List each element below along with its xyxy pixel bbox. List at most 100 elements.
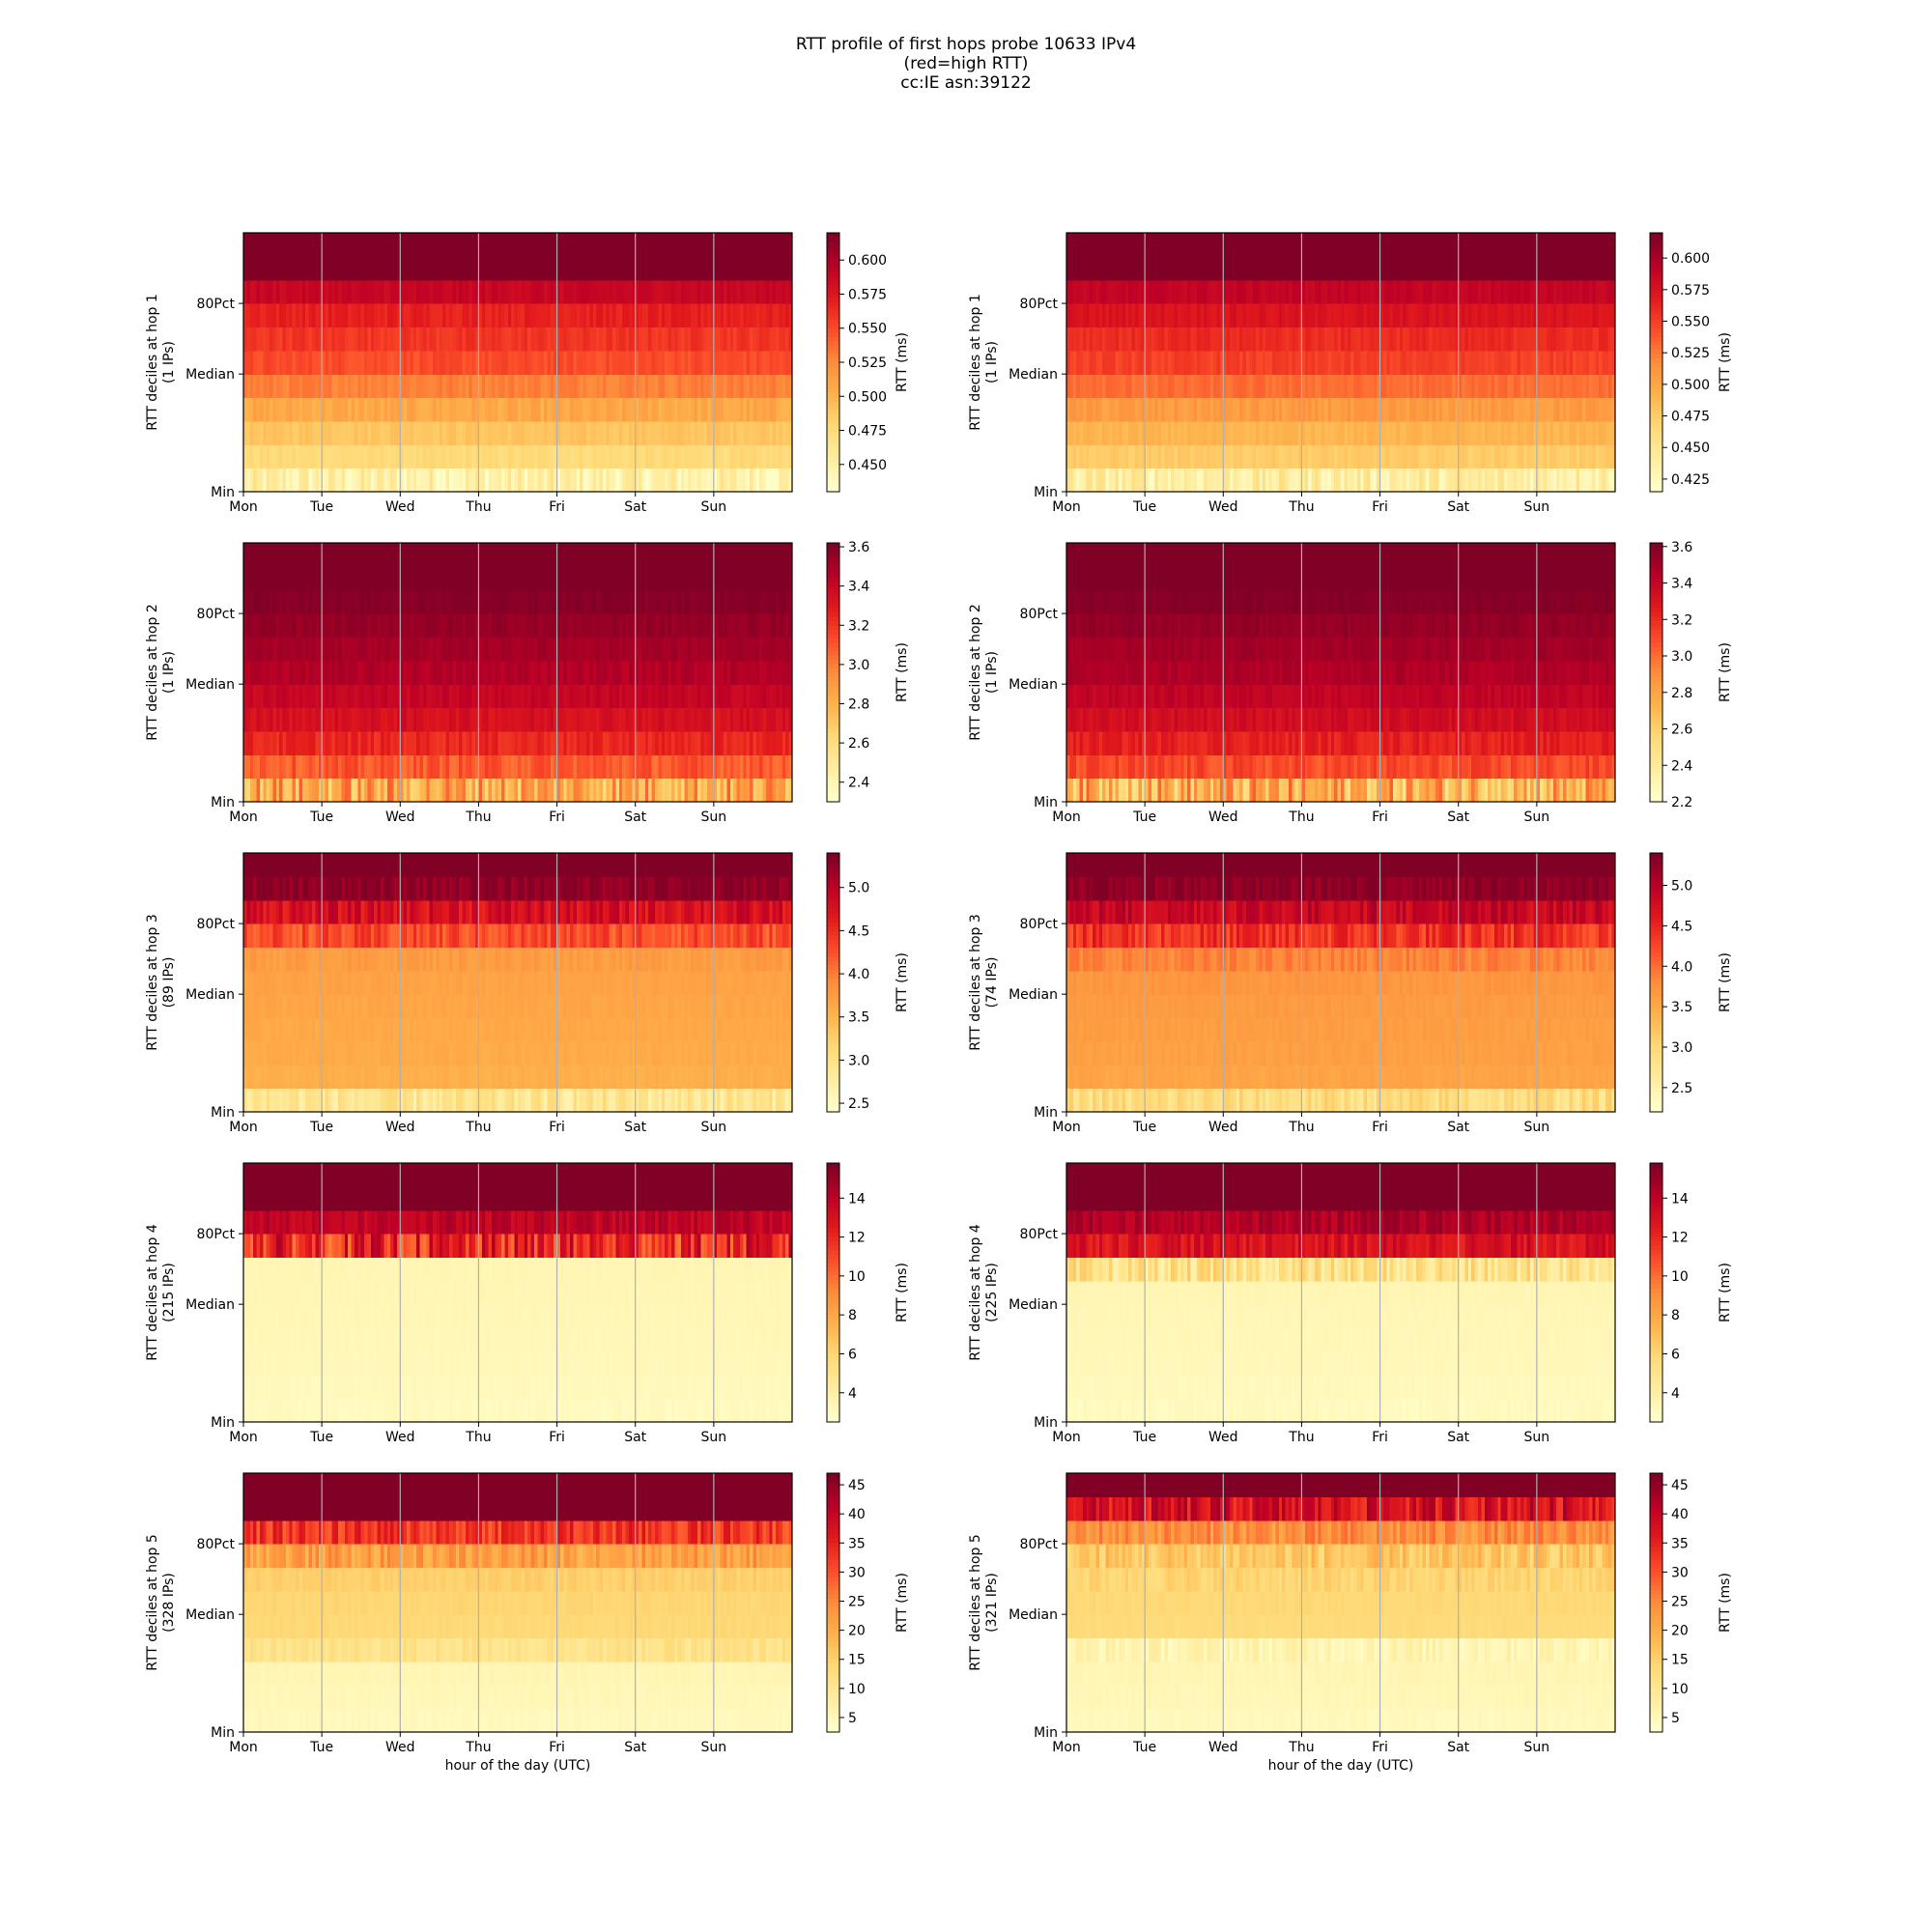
heatmap-cell [681, 420, 686, 445]
heatmap-cell [263, 420, 268, 445]
heatmap-cell [573, 397, 578, 422]
heatmap-cell [275, 468, 280, 493]
heatmap-cell [1115, 327, 1120, 352]
heatmap-cell [279, 374, 284, 399]
heatmap-cell [292, 778, 297, 803]
heatmap-cell [298, 350, 303, 375]
heatmap-cell [703, 444, 708, 469]
heatmap-cell [772, 374, 777, 399]
heatmap-cell [550, 420, 554, 445]
heatmap-cell [524, 444, 528, 469]
heatmap-cell [497, 707, 502, 732]
heatmap-cell [465, 684, 469, 709]
heatmap-cell [452, 397, 457, 422]
heatmap-cell [462, 444, 467, 469]
heatmap-cell [665, 444, 669, 469]
heatmap-cell [256, 350, 261, 375]
heatmap-cell [315, 420, 320, 445]
colorbar-segment [1650, 258, 1662, 264]
x-tick-label: Fri [1372, 499, 1388, 515]
heatmap-cell [407, 374, 412, 399]
heatmap-cell [559, 350, 564, 375]
heatmap-cell [282, 444, 287, 469]
colorbar-tick-label: 0.425 [1671, 472, 1710, 488]
heatmap-cell [1526, 327, 1531, 352]
heatmap-cell [533, 707, 538, 732]
heatmap-cell [344, 350, 349, 375]
colorbar-segment [1650, 448, 1662, 454]
heatmap-cell [416, 444, 421, 469]
heatmap-cell [442, 468, 447, 493]
heatmap-cell [710, 444, 715, 469]
heatmap-cell [726, 444, 731, 469]
heatmap-cell [511, 350, 516, 375]
heatmap-cell [439, 350, 443, 375]
heatmap-cell [781, 468, 786, 493]
heatmap-cell [465, 778, 469, 803]
heatmap-cell [681, 374, 686, 399]
heatmap-cell [419, 374, 424, 399]
heatmap-cell [429, 420, 434, 445]
heatmap-cell [670, 707, 675, 732]
heatmap-cell [641, 468, 646, 493]
heatmap-cell [670, 374, 675, 399]
heatmap-cell [788, 374, 793, 399]
heatmap-cell [331, 350, 336, 375]
heatmap-cell [370, 444, 375, 469]
heatmap-cell [449, 468, 453, 493]
heatmap-cell [670, 778, 675, 803]
heatmap-cell [681, 444, 686, 469]
heatmap-cell [651, 397, 656, 422]
heatmap-cell [533, 778, 538, 803]
colorbar-segment [827, 483, 839, 489]
heatmap-cell [639, 420, 643, 445]
heatmap-cell [615, 420, 620, 445]
heatmap-cell [703, 374, 708, 399]
heatmap-cell [481, 397, 486, 422]
heatmap-cell [566, 233, 571, 257]
heatmap-cell [495, 350, 499, 375]
heatmap-cell [442, 374, 447, 399]
heatmap-cell [1595, 303, 1600, 328]
y-axis-label: RTT deciles at hop 1(1 IPs) [968, 294, 1000, 431]
heatmap-cell [1389, 327, 1394, 352]
heatmap-cell [325, 374, 329, 399]
colorbar-segment [1650, 469, 1662, 475]
heatmap-cell [327, 468, 332, 493]
heatmap-cell [1493, 397, 1498, 422]
heatmap-cell [318, 350, 323, 375]
heatmap-cell [354, 420, 358, 445]
heatmap-cell [625, 468, 630, 493]
heatmap-cell [1595, 256, 1600, 281]
heatmap-cell [602, 233, 607, 257]
heatmap-cell [266, 468, 270, 493]
heatmap-cell [455, 468, 460, 493]
heatmap-cell [750, 397, 754, 422]
heatmap-cell [570, 444, 575, 469]
heatmap-cell [327, 233, 332, 257]
heatmap-cell [589, 468, 594, 493]
colorbar-segment [827, 370, 839, 376]
heatmap-cell [599, 444, 604, 469]
colorbar-segment [827, 327, 839, 333]
heatmap-cell [554, 397, 558, 422]
heatmap-cell [445, 444, 450, 469]
heatmap-cell [374, 468, 379, 493]
heatmap-cell [739, 279, 744, 304]
heatmap-cell [315, 444, 320, 469]
heatmap-cell [289, 374, 294, 399]
heatmap-cell [710, 374, 715, 399]
heatmap-cell [292, 256, 297, 281]
heatmap-cell [661, 397, 666, 422]
heatmap-cell [360, 660, 365, 685]
heatmap-cell [635, 444, 639, 469]
heatmap-cell [736, 420, 741, 445]
heatmap-cell [308, 397, 313, 422]
heatmap-cell [495, 420, 499, 445]
heatmap-cell [501, 444, 506, 469]
heatmap-cell [559, 397, 564, 422]
heatmap-cell [717, 397, 722, 422]
heatmap-cell [367, 444, 372, 469]
colorbar-segment [1650, 237, 1662, 242]
heatmap-cell [436, 350, 440, 375]
